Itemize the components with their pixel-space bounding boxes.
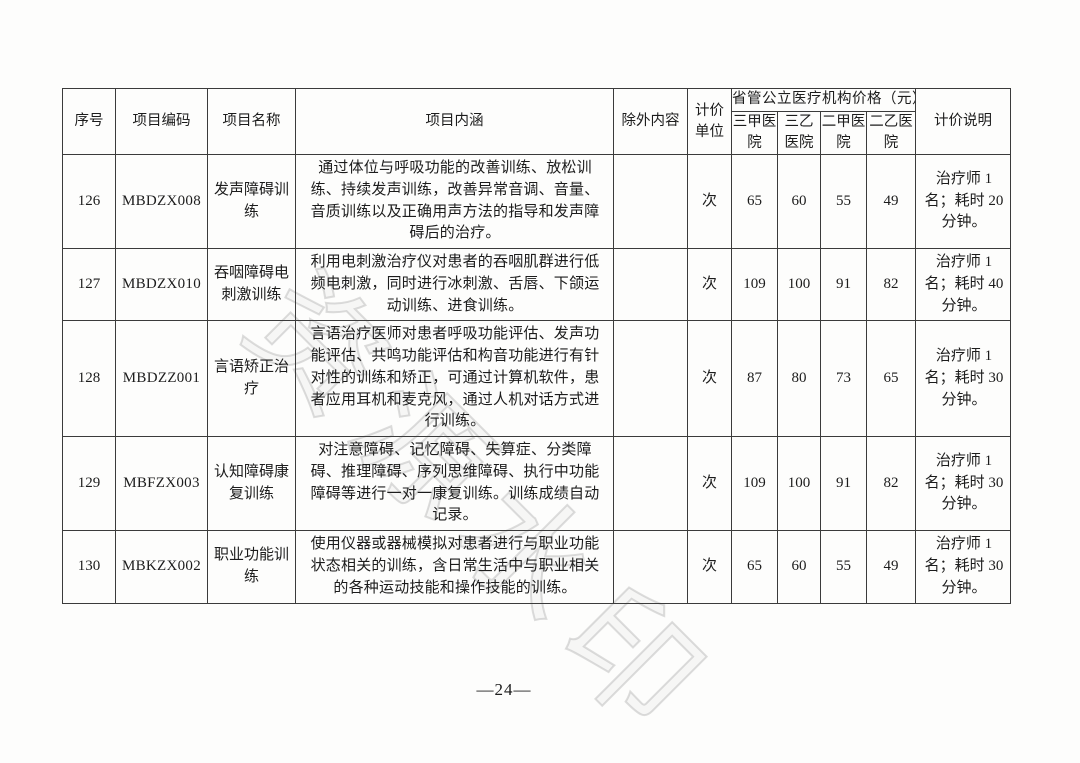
cell-code: MBDZX008	[115, 154, 208, 250]
cell-price-3a: 109	[731, 436, 778, 532]
header-hospital-3b: 三乙医院	[777, 110, 821, 156]
cell-seq: 130	[62, 530, 116, 605]
cell-price-3b: 60	[777, 154, 821, 250]
table-row: 129 MBFZX003 认知障碍康复训练 对注意障碍、记忆障碍、失算症、分类障…	[62, 436, 1011, 532]
cell-content: 对注意障碍、记忆障碍、失算症、分类障碍、推理障碍、序列思维障碍、执行中功能障碍等…	[295, 436, 614, 532]
cell-price-2a: 91	[820, 436, 867, 532]
cell-name: 认知障碍康复训练	[207, 436, 296, 532]
cell-exclusion	[613, 436, 688, 532]
cell-exclusion	[613, 320, 688, 438]
header-hospital-3a: 三甲医院	[731, 110, 778, 156]
cell-unit: 次	[687, 530, 732, 605]
cell-price-3b: 100	[777, 436, 821, 532]
header-note: 计价说明	[915, 87, 1011, 156]
header-code: 项目编码	[115, 87, 208, 156]
cell-unit: 次	[687, 154, 732, 250]
cell-content: 使用仪器或器械模拟对患者进行与职业功能状态相关的训练，含日常生活中与职业相关的各…	[295, 530, 614, 605]
cell-note: 治疗师 1 名；耗时 40 分钟。	[915, 248, 1011, 322]
cell-price-3a: 65	[731, 154, 778, 250]
cell-exclusion	[613, 248, 688, 322]
cell-note: 治疗师 1 名；耗时 30 分钟。	[915, 530, 1011, 605]
table-header-row-bottom: 三甲医院 三乙医院 二甲医院 二乙医院	[63, 110, 1011, 156]
table-row: 126 MBDZX008 发声障碍训练 通过体位与呼吸功能的改善训练、放松训练、…	[62, 154, 1011, 250]
header-seq: 序号	[62, 87, 116, 156]
cell-price-3a: 65	[731, 530, 778, 605]
cell-seq: 128	[62, 320, 116, 438]
cell-price-2a: 91	[820, 248, 867, 322]
cell-price-3a: 87	[731, 320, 778, 438]
cell-content: 通过体位与呼吸功能的改善训练、放松训练、持续发声训练，改善异常音调、音量、音质训…	[295, 154, 614, 250]
cell-note: 治疗师 1 名；耗时 30 分钟。	[915, 320, 1011, 438]
cell-price-2a: 73	[820, 320, 867, 438]
cell-note: 治疗师 1 名；耗时 30 分钟。	[915, 436, 1011, 532]
cell-name: 发声障碍训练	[207, 154, 296, 250]
cell-unit: 次	[687, 248, 732, 322]
cell-exclusion	[613, 530, 688, 605]
cell-seq: 129	[62, 436, 116, 532]
cell-content: 言语治疗医师对患者呼吸功能评估、发声功能评估、共鸣功能评估和构音功能进行有针对性…	[295, 320, 614, 438]
header-hospital-2a: 二甲医院	[820, 110, 867, 156]
table-header-row-top: 序号 项目编码 项目名称 项目内涵 除外内容 计价单位 省管公立医疗机构价格（元…	[62, 87, 1011, 156]
header-content: 项目内涵	[295, 87, 614, 156]
cell-price-2b: 65	[866, 320, 916, 438]
cell-price-3b: 60	[777, 530, 821, 605]
cell-price-2b: 49	[866, 154, 916, 250]
cell-code: MBDZZ001	[115, 320, 208, 438]
cell-price-3b: 80	[777, 320, 821, 438]
cell-code: MBKZX002	[115, 530, 208, 605]
header-price-group: 省管公立医疗机构价格（元）	[731, 88, 916, 112]
cell-name: 言语矫正治疗	[207, 320, 296, 438]
cell-code: MBFZX003	[115, 436, 208, 532]
cell-name: 吞咽障碍电刺激训练	[207, 248, 296, 322]
cell-seq: 126	[62, 154, 116, 250]
cell-content: 利用电刺激治疗仪对患者的吞咽肌群进行低频电刺激，同时进行冰刺激、舌唇、下颌运动训…	[295, 248, 614, 322]
cell-exclusion	[613, 154, 688, 250]
header-unit: 计价单位	[687, 87, 732, 156]
cell-price-2b: 49	[866, 530, 916, 605]
cell-price-3a: 109	[731, 248, 778, 322]
table-row: 127 MBDZX010 吞咽障碍电刺激训练 利用电刺激治疗仪对患者的吞咽肌群进…	[62, 248, 1011, 322]
cell-price-2a: 55	[820, 530, 867, 605]
cell-seq: 127	[62, 248, 116, 322]
cell-price-2a: 55	[820, 154, 867, 250]
cell-price-3b: 100	[777, 248, 821, 322]
cell-note: 治疗师 1 名；耗时 20 分钟。	[915, 154, 1011, 250]
table-row: 130 MBKZX002 职业功能训练 使用仪器或器械模拟对患者进行与职业功能状…	[62, 530, 1011, 605]
cell-code: MBDZX010	[115, 248, 208, 322]
cell-unit: 次	[687, 436, 732, 532]
cell-price-2b: 82	[866, 248, 916, 322]
cell-name: 职业功能训练	[207, 530, 296, 605]
medical-service-price-table: 序号 项目编码 项目名称 项目内涵 除外内容 计价单位 省管公立医疗机构价格（元…	[62, 87, 1011, 605]
page-number: —24—	[476, 680, 532, 699]
cell-unit: 次	[687, 320, 732, 438]
header-hospital-2b: 二乙医院	[866, 110, 916, 156]
header-exclusion: 除外内容	[613, 87, 688, 156]
table-row: 128 MBDZZ001 言语矫正治疗 言语治疗医师对患者呼吸功能评估、发声功能…	[62, 320, 1011, 438]
header-name: 项目名称	[207, 87, 296, 156]
cell-price-2b: 82	[866, 436, 916, 532]
